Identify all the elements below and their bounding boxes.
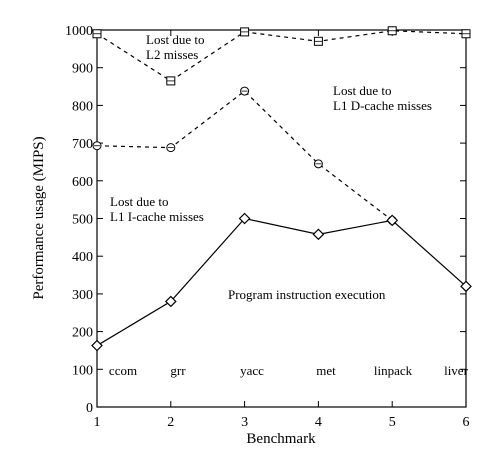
y-tick-label: 0 bbox=[86, 401, 93, 416]
y-tick-label: 600 bbox=[72, 175, 93, 190]
annotation-l1d-line1: Lost due to bbox=[333, 83, 392, 98]
y-tick-label: 900 bbox=[72, 62, 93, 77]
annotation-l1i-line1: Lost due to bbox=[110, 194, 169, 209]
y-tick-label: 700 bbox=[72, 137, 93, 152]
y-tick-label: 300 bbox=[72, 288, 93, 303]
series-lines bbox=[96, 30, 467, 347]
axis-ticks: 0 100 200 300 400 500 600 700 800 900 1000 1 2 3 4 5 6 bbox=[65, 24, 470, 430]
annotation-program-execution: Program instruction execution bbox=[228, 287, 386, 302]
data-point-diamond bbox=[460, 280, 472, 293]
x-tick-label: 6 bbox=[463, 415, 470, 430]
y-tick-label: 400 bbox=[72, 250, 93, 265]
data-point-diamond bbox=[312, 228, 325, 241]
annotation-l2-line2: L2 misses bbox=[146, 47, 198, 62]
series-line-square bbox=[96, 30, 467, 82]
x-tick-label: 4 bbox=[315, 415, 322, 430]
y-tick-label: 800 bbox=[72, 99, 93, 114]
x-tick-label: 5 bbox=[389, 415, 396, 430]
series-line-diamond bbox=[96, 217, 467, 347]
series-line-circle bbox=[96, 90, 393, 221]
y-tick-label: 500 bbox=[72, 213, 93, 228]
x-tick-label: 2 bbox=[167, 415, 174, 430]
benchmark-label-met: met bbox=[316, 363, 336, 378]
y-axis-title: Performance usage (MIPS) bbox=[31, 136, 47, 299]
x-tick-label: 1 bbox=[94, 415, 101, 430]
y-tick-label: 1000 bbox=[65, 24, 93, 39]
benchmark-label-linpack: linpack bbox=[374, 363, 413, 378]
benchmark-label-grr: grr bbox=[170, 363, 186, 378]
data-point-diamond bbox=[238, 212, 251, 225]
data-point-diamond bbox=[91, 339, 103, 352]
benchmark-label-yacc: yacc bbox=[240, 363, 264, 378]
data-point-diamond bbox=[386, 214, 399, 227]
annotation-l1d-line2: L1 D-cache misses bbox=[333, 98, 432, 113]
annotation-l1i-line2: L1 I-cache misses bbox=[110, 209, 204, 224]
annotation-l2-line1: Lost due to bbox=[146, 32, 205, 47]
series-markers bbox=[91, 26, 472, 352]
x-axis-title: Benchmark bbox=[246, 431, 316, 447]
x-tick-label: 3 bbox=[241, 415, 248, 430]
y-tick-label: 200 bbox=[72, 326, 93, 341]
data-point-diamond bbox=[164, 295, 177, 308]
benchmark-labels: ccom grr yacc met linpack liver bbox=[109, 363, 469, 378]
y-tick-label: 100 bbox=[72, 363, 93, 378]
benchmark-label-liver: liver bbox=[444, 363, 468, 378]
benchmark-label-ccom: ccom bbox=[109, 363, 137, 378]
